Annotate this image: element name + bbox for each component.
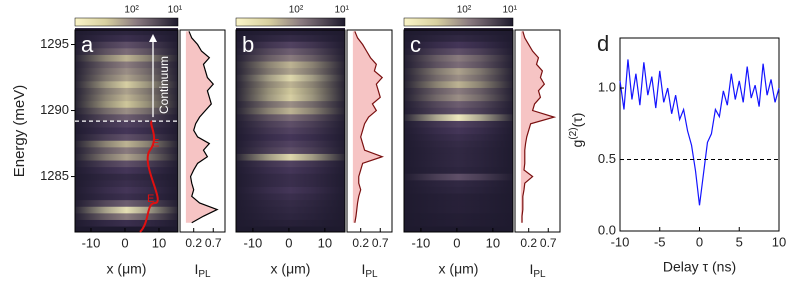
x-axis-label: IPL: [194, 261, 211, 280]
image-frame: [403, 29, 514, 233]
x-axis-label: x (μm): [439, 261, 479, 277]
panel-label: c: [410, 32, 421, 57]
label-base: g: [569, 140, 585, 148]
label-sup: (2): [568, 127, 579, 139]
colorbar-label: 10²: [289, 5, 304, 16]
annotation: E: [152, 137, 159, 149]
x-tick-label: 0: [285, 235, 292, 250]
panel-label: d: [597, 31, 609, 56]
label-base: I: [194, 261, 198, 277]
colorbar-label: 10¹: [335, 5, 350, 16]
arrow-head: [149, 34, 157, 42]
x-tick-label: 0.7: [372, 236, 389, 250]
x-tick-label: 10: [152, 235, 166, 250]
spectrum-line: [188, 31, 219, 224]
plot-frame: [619, 37, 780, 232]
x-tick-label: -10: [412, 235, 431, 250]
y-tick-label: 1.0: [598, 79, 616, 94]
x-tick-label: 0: [696, 234, 703, 249]
spectrum-fill: [520, 31, 555, 223]
x-tick-label: 0.2: [520, 236, 537, 250]
spectrum-line: [521, 31, 557, 223]
x-tick-label: 0.2: [352, 236, 369, 250]
y-tick-label: 1295: [40, 36, 69, 51]
x-tick-label: -10: [82, 235, 101, 250]
colorbar-label: 10¹: [168, 5, 183, 16]
colorbar-label: 10¹: [503, 5, 518, 16]
label-rest: (τ): [569, 113, 585, 128]
x-tick-label: 0: [453, 235, 460, 250]
x-tick-label: 0.2: [185, 236, 202, 250]
label-base: I: [361, 261, 365, 277]
x-tick-label: -10: [611, 234, 630, 249]
x-axis-label: IPL: [529, 261, 546, 280]
x-tick-label: 0: [121, 235, 128, 250]
x-tick-label: -5: [654, 234, 666, 249]
colorbar: [403, 17, 514, 27]
g2-line: [619, 59, 780, 206]
annotation: E: [147, 193, 154, 205]
image-fade: [404, 30, 513, 232]
label-sub: PL: [533, 269, 546, 280]
panel-label: a: [81, 32, 94, 57]
colorbar: [74, 17, 179, 27]
x-tick-label: 10: [486, 235, 500, 250]
x-tick-label: 10: [318, 235, 332, 250]
image-fade: [75, 30, 178, 232]
label-sub: PL: [198, 269, 211, 280]
x-tick-label: 5: [736, 234, 743, 249]
image-frame: [235, 29, 346, 233]
y-tick-label: 0.5: [598, 151, 616, 166]
image-frame: [74, 29, 179, 233]
colorbar-label: 10²: [124, 5, 139, 16]
panel-label: b: [242, 32, 254, 57]
y-axis-label: g(2)(τ): [568, 113, 585, 148]
y-tick-label: 1285: [40, 168, 69, 183]
colorbar: [235, 17, 346, 27]
annotation: Continuum: [157, 56, 171, 114]
x-tick-label: -10: [244, 235, 263, 250]
x-axis-label: Delay τ (ns): [663, 259, 736, 275]
colorbar-label: 10²: [457, 5, 472, 16]
label-sub: PL: [365, 269, 378, 280]
spectrum-fill: [185, 31, 218, 223]
y-tick-label: 0.0: [598, 222, 616, 237]
x-tick-label: 0.7: [205, 236, 222, 250]
x-axis-label: x (μm): [107, 261, 147, 277]
image-fade: [236, 30, 345, 232]
x-tick-label: 0.7: [540, 236, 557, 250]
x-axis-label: x (μm): [271, 261, 311, 277]
label-base: I: [529, 261, 533, 277]
y-tick-label: 1290: [40, 102, 69, 117]
y-axis-label: Energy (meV): [11, 85, 28, 178]
spectrum-fill: [352, 31, 383, 223]
potential-curve: [139, 120, 159, 233]
x-axis-label: IPL: [361, 261, 378, 280]
spectrum-line: [354, 31, 385, 223]
x-tick-label: 10: [772, 234, 786, 249]
